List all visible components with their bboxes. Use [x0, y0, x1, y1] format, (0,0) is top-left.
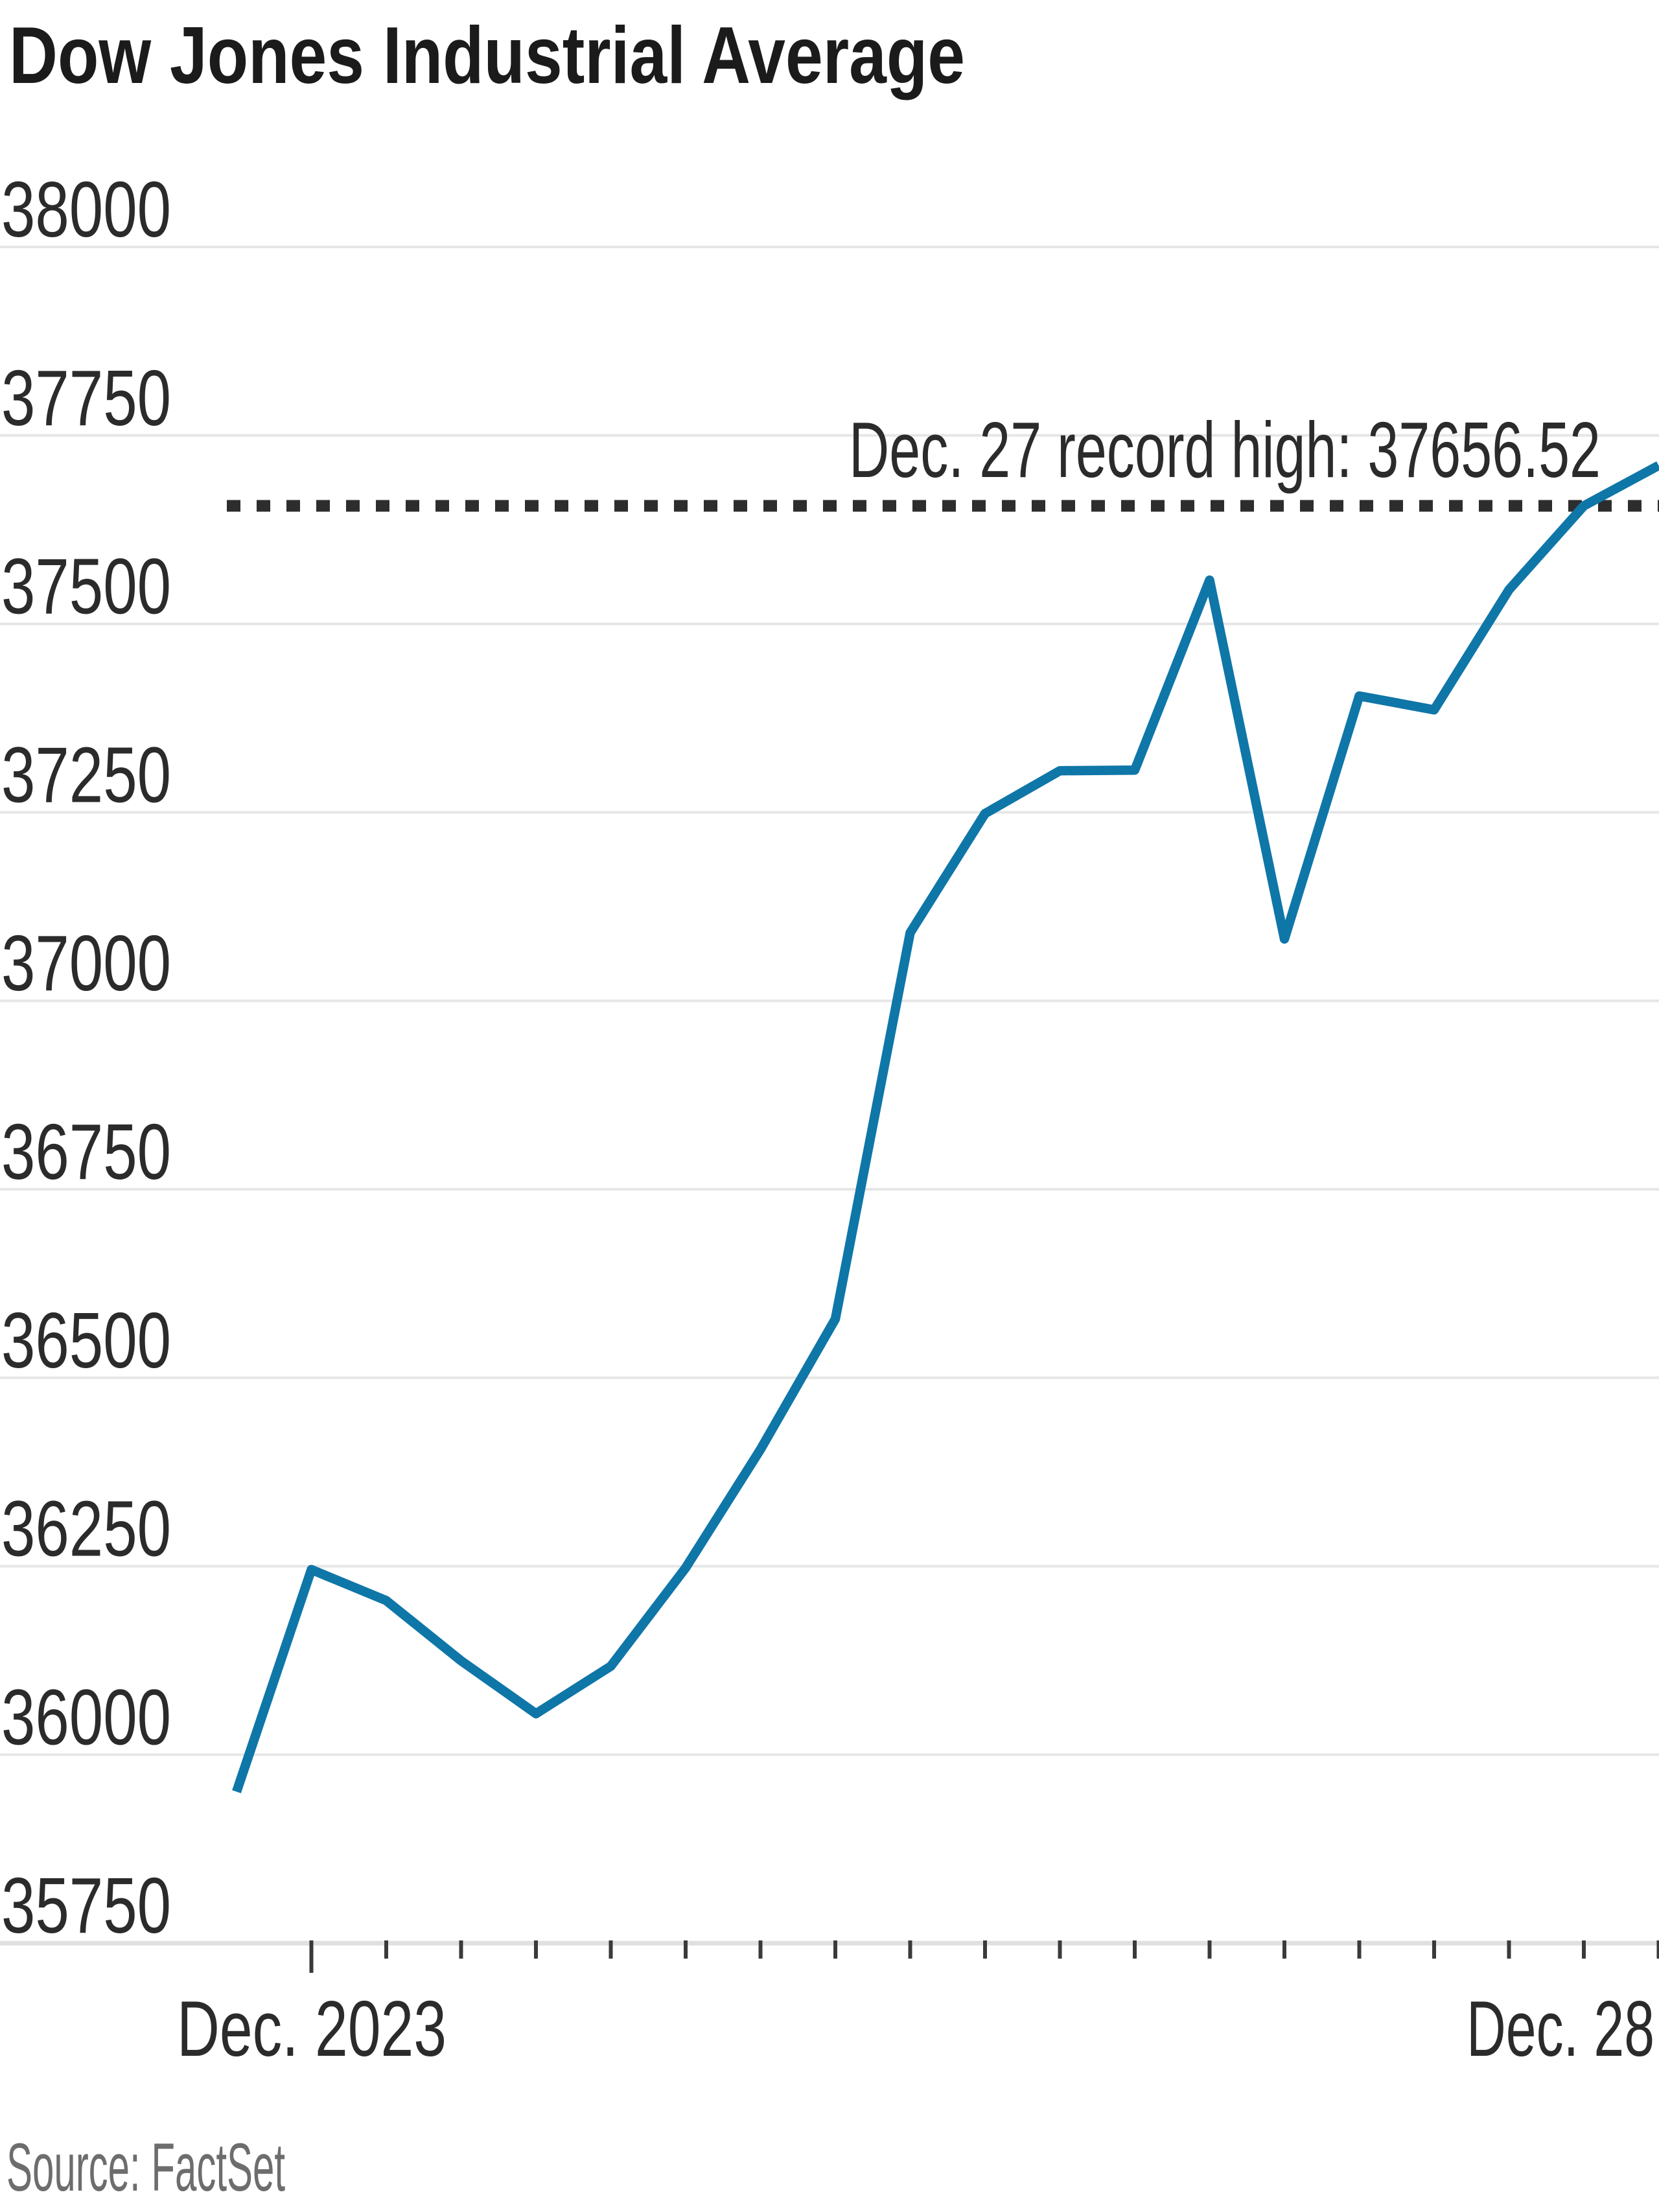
price-line: [232, 461, 1659, 1793]
y-axis-label-36750: 36750: [1, 1108, 171, 1196]
y-axis-label-37500: 37500: [1, 542, 171, 631]
source-label: Source: FactSet: [6, 2130, 285, 2206]
y-axis-label-36500: 36500: [1, 1296, 171, 1384]
y-gridlines: [0, 246, 1659, 1946]
y-axis-label-37000: 37000: [1, 919, 171, 1007]
y-axis-label-36000: 36000: [1, 1673, 171, 1761]
y-axis-label-37750: 37750: [1, 354, 171, 442]
y-axis-label-36250: 36250: [1, 1485, 171, 1573]
y-axis-labels: 38000 37750 37500 37250 37000 36750 36500 36250…: [1, 165, 171, 1950]
y-axis-label-35750: 35750: [1, 1861, 171, 1950]
x-axis-label-end: Dec. 28: [1467, 1985, 1654, 2073]
record-high-annotation: Dec. 27 record high: 37656.52: [849, 406, 1601, 494]
chart-title: Dow Jones Industrial Average: [9, 11, 965, 100]
y-axis-label-37250: 37250: [1, 730, 171, 819]
y-axis-label-38000: 38000: [1, 165, 171, 253]
x-axis-ticks: [309, 1940, 1659, 1973]
x-axis-label-start: Dec. 2023: [177, 1985, 447, 2073]
